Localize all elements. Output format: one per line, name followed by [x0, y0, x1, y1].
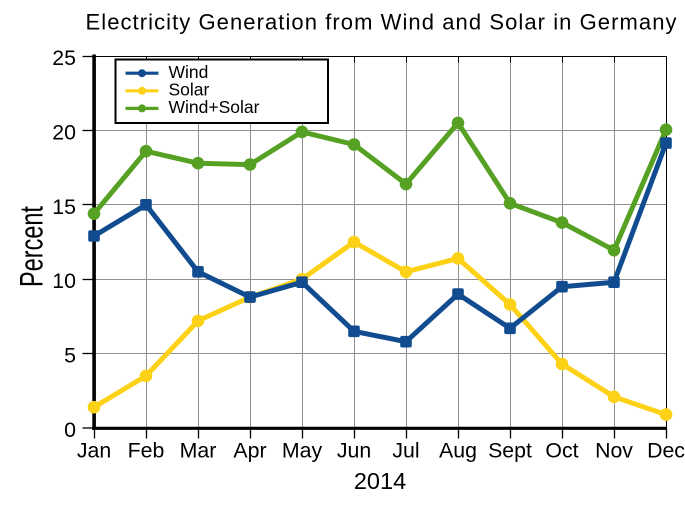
svg-text:Jun: Jun	[337, 439, 371, 463]
svg-text:0: 0	[64, 418, 76, 442]
svg-text:Wind: Wind	[169, 62, 209, 82]
svg-text:May: May	[282, 439, 323, 463]
svg-text:Sept: Sept	[488, 439, 532, 463]
svg-text:25: 25	[52, 46, 76, 70]
svg-text:Dec: Dec	[647, 439, 685, 463]
svg-text:Nov: Nov	[595, 439, 633, 463]
svg-text:Jan: Jan	[77, 439, 111, 463]
svg-text:15: 15	[52, 195, 76, 219]
svg-text:20: 20	[52, 120, 76, 144]
svg-text:Jul: Jul	[392, 439, 419, 463]
svg-text:10: 10	[52, 269, 76, 293]
svg-text:Electricity Generation from Wi: Electricity Generation from Wind and Sol…	[86, 10, 677, 35]
svg-text:Percent: Percent	[13, 206, 50, 287]
svg-text:Solar: Solar	[169, 80, 210, 100]
svg-text:Wind+Solar: Wind+Solar	[169, 97, 260, 117]
svg-text:Oct: Oct	[545, 439, 578, 463]
svg-text:Mar: Mar	[180, 439, 217, 463]
svg-text:5: 5	[64, 344, 76, 368]
svg-text:Aug: Aug	[439, 439, 477, 463]
svg-text:Feb: Feb	[128, 439, 165, 463]
svg-text:2014: 2014	[354, 468, 406, 494]
svg-text:Apr: Apr	[233, 439, 266, 463]
